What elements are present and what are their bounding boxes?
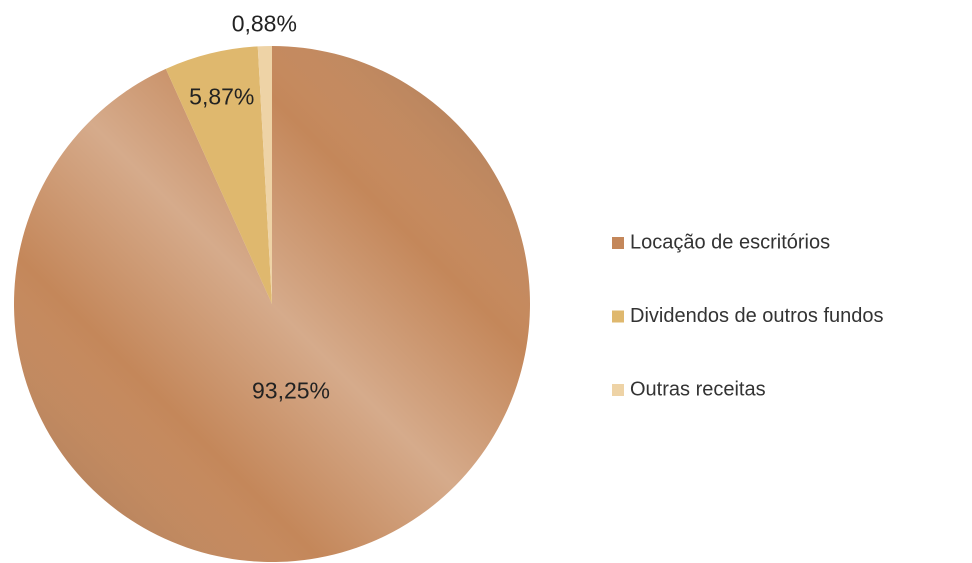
- legend-swatch: [612, 237, 624, 249]
- legend-label: Dividendos de outros fundos: [630, 305, 884, 327]
- legend-swatch: [612, 310, 624, 323]
- slice-shading: [13, 46, 530, 562]
- legend-swatch: [612, 384, 624, 396]
- legend-label: Outras receitas: [630, 378, 766, 400]
- data-label: 5,87%: [189, 84, 254, 110]
- pie-slice: [165, 46, 272, 304]
- data-label: 0,88%: [232, 11, 297, 37]
- pie-slice: [257, 46, 272, 304]
- data-label: 93,25%: [252, 377, 330, 403]
- legend-label: Locação de escritórios: [630, 231, 830, 253]
